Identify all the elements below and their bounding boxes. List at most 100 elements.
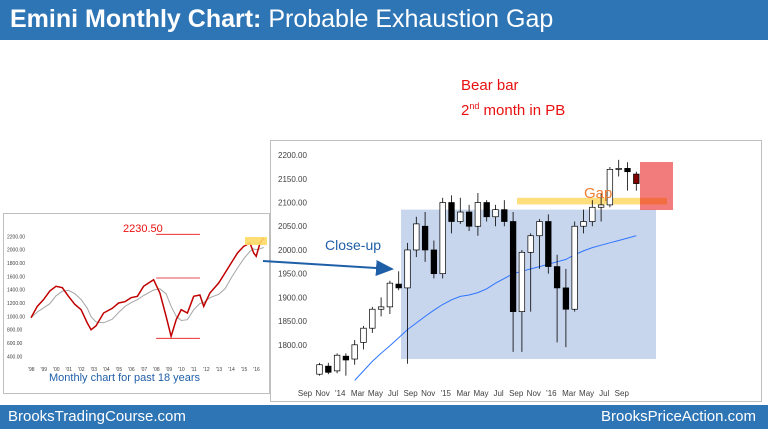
bear-candle — [562, 287, 570, 310]
bull-candle — [369, 308, 376, 329]
bull-candle — [589, 206, 596, 222]
footer-left-site: BrooksTradingCourse.com — [8, 408, 186, 425]
ema-line — [354, 235, 637, 381]
bull-candle — [316, 364, 323, 375]
small-y-tick-label: 1200.00 — [7, 301, 25, 307]
small-x-tick-label: '08 — [153, 367, 160, 373]
bear-bar-line-2: 2nd month in PB — [461, 96, 565, 121]
bear-candle — [553, 266, 561, 289]
closeup-x-tick-label: May — [368, 389, 383, 398]
closeup-x-tick-label: Nov — [315, 389, 329, 398]
bear-candle — [325, 365, 332, 373]
small-y-tick-label: 400.00 — [7, 354, 23, 360]
small-y-tick-label: 600.00 — [7, 341, 23, 347]
slide-title-bold: Emini Monthly Chart: — [10, 5, 262, 33]
bear-candle — [395, 283, 402, 289]
closeup-y-tick-label: 1800.00 — [278, 341, 307, 350]
bull-candle — [386, 282, 394, 308]
small-x-tick-label: '14 — [228, 367, 235, 373]
closeup-x-tick-label: Sep — [615, 389, 630, 398]
bull-candle — [580, 221, 587, 227]
bear-candle — [509, 221, 517, 312]
closeup-zone — [401, 209, 656, 360]
closeup-y-tick-label: 2100.00 — [278, 199, 307, 208]
closeup-x-tick-label: Sep — [509, 389, 524, 398]
bull-candle — [474, 202, 482, 227]
closeup-x-tick-label: Mar — [351, 389, 365, 398]
small-x-tick-label: '05 — [116, 367, 123, 373]
bear-candle — [545, 221, 552, 267]
closeup-x-tick-label: Nov — [421, 389, 435, 398]
bull-candle — [360, 327, 367, 343]
closeup-x-tick-label: '16 — [546, 389, 557, 398]
closeup-x-tick-label: May — [473, 389, 488, 398]
small-y-tick-label: 1000.00 — [7, 314, 25, 320]
slide-title-rest: Probable Exhaustion Gap — [261, 5, 554, 33]
bear-bar-line-2-pre: 2 — [461, 102, 470, 119]
bull-candle — [439, 202, 446, 275]
bear-candle — [633, 173, 640, 184]
bull-candle — [492, 209, 499, 218]
small-chart-caption: Monthly chart for past 18 years — [49, 372, 201, 384]
bull-candle — [457, 211, 464, 222]
closeup-y-tick-label: 2200.00 — [278, 151, 307, 160]
closeup-x-tick-label: Mar — [457, 389, 471, 398]
bull-candle — [536, 221, 543, 237]
closeup-x-tick-label: Jul — [493, 389, 503, 398]
bear-candle — [448, 202, 455, 222]
small-x-tick-label: '04 — [103, 367, 110, 373]
small-x-tick-label: '15 — [241, 367, 248, 373]
closeup-x-tick-label: Sep — [403, 389, 418, 398]
closeup-x-tick-label: May — [579, 389, 594, 398]
bear-candle — [421, 225, 429, 251]
title-bar — [0, 0, 768, 40]
closeup-y-tick-label: 2150.00 — [278, 175, 307, 184]
small-x-tick-label: '01 — [66, 367, 73, 373]
bull-candle — [571, 225, 578, 310]
small-x-tick-label: '99 — [41, 367, 48, 373]
closeup-x-tick-label: Sep — [298, 389, 313, 398]
bear-candle — [483, 202, 490, 218]
small-x-tick-label: '06 — [128, 367, 135, 373]
footer-right-site: BrooksPriceAction.com — [600, 408, 756, 425]
small-y-tick-label: 1800.00 — [7, 261, 25, 267]
bear-bar-line-2-sup: nd — [469, 101, 480, 111]
closeup-y-tick-label: 2050.00 — [278, 222, 307, 231]
small-y-tick-label: 1600.00 — [7, 274, 25, 280]
small-y-tick-label: 800.00 — [7, 328, 23, 334]
bear-bar-annotation: Bear bar 2nd month in PB — [461, 76, 565, 121]
closeup-x-tick-label: '14 — [335, 389, 346, 398]
bull-candle — [377, 306, 385, 310]
small-x-tick-label: '00 — [53, 367, 60, 373]
bull-candle — [518, 251, 526, 312]
bear-candle — [342, 355, 350, 361]
bear-bar-highlight — [640, 162, 673, 210]
bear-candle — [465, 211, 473, 227]
small-x-tick-label: '10 — [178, 367, 185, 373]
small-x-tick-label: '03 — [91, 367, 98, 373]
small-y-tick-label: 2200.00 — [7, 234, 25, 240]
small-x-tick-label: '11 — [191, 367, 197, 373]
footer-bar: BrooksTradingCourse.com BrooksPriceActio… — [0, 405, 768, 429]
bear-candle — [501, 209, 508, 222]
closeup-monthly-chart: 1800.00 1850.00 1900.00 1950.00 2000.00 2050.… — [270, 140, 762, 402]
bear-bar-line-1: Bear bar — [461, 77, 519, 94]
bull-candle — [351, 344, 358, 360]
closeup-y-tick-label: 1850.00 — [278, 317, 307, 326]
bull-candle — [404, 249, 411, 289]
bear-bar-line-2-post: month in PB — [479, 102, 566, 119]
small-x-tick-label: '12 — [203, 367, 210, 373]
closeup-y-tick-label: 1950.00 — [278, 270, 307, 279]
bull-candle — [615, 168, 622, 170]
closeup-x-tick-label: '15 — [441, 389, 452, 398]
bull-candle — [413, 223, 420, 251]
bear-candle — [430, 249, 438, 275]
small-x-tick-label: '09 — [166, 367, 173, 373]
bull-candle — [606, 168, 614, 206]
slide-title: Emini Monthly Chart: Probable Exhaustion… — [10, 5, 553, 34]
small-monthly-chart: 400.00 600.00 800.00 1000.00 1200.00 1400.00 1… — [3, 213, 270, 394]
closeup-y-tick-label: 2000.00 — [278, 246, 307, 255]
bull-candle — [597, 204, 605, 208]
bull-candle — [527, 235, 534, 253]
small-x-tick-label: '16 — [253, 367, 260, 373]
